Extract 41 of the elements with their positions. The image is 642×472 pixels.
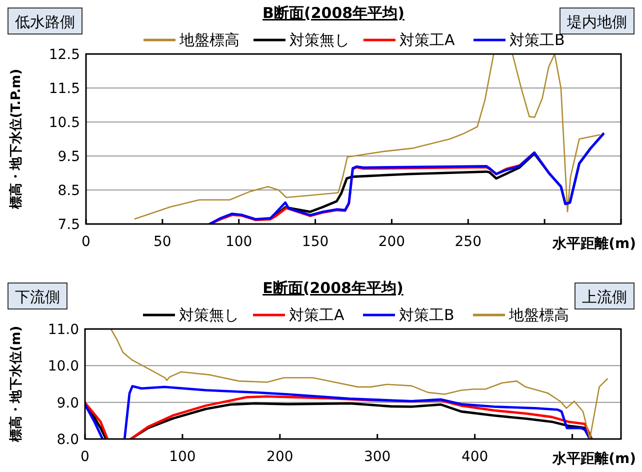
y-tick-label: 12.5	[48, 47, 80, 63]
legend-label: 対策工A	[400, 31, 456, 49]
y-axis-title: 標高・地下水位(T.P.m)	[8, 68, 24, 210]
legend-label: 対策工B	[399, 306, 454, 324]
y-tick-label: 11.5	[48, 81, 80, 97]
legend-label: 地盤標高	[508, 306, 569, 324]
x-tick-label: 200	[378, 234, 406, 250]
x-axis-title: 水平距離(m)	[552, 236, 636, 252]
legend-label: 対策無し	[290, 31, 350, 49]
x-tick-label: 0	[82, 234, 90, 250]
x-tick-label: 250	[454, 234, 482, 250]
y-tick-label: 7.5	[58, 217, 80, 233]
text: 上流側	[582, 288, 627, 306]
y-tick-label: 8.0	[56, 432, 79, 448]
x-tick-label: 50	[154, 234, 172, 250]
text: 下流側	[15, 288, 60, 306]
y-tick-label: 10.0	[48, 358, 79, 375]
x-tick-label: 100	[225, 234, 252, 250]
x-tick-label: 100	[169, 449, 196, 465]
chart-title: E断面(2008年平均)	[262, 279, 404, 297]
x-tick-label: 0	[80, 449, 90, 465]
chart-title: B断面(2008年平均)	[262, 4, 404, 22]
text: 低水路側	[15, 13, 75, 31]
y-axis-title: 標高・地下水位(m)	[8, 326, 24, 444]
y-tick-label: 10.5	[48, 115, 80, 131]
text: 堤内地側	[566, 13, 627, 31]
y-tick-label: 9.0	[56, 395, 79, 412]
x-tick-label: 400	[461, 449, 488, 465]
line-series	[110, 329, 608, 439]
y-tick-label: 8.5	[58, 183, 80, 199]
x-tick-label: 300	[364, 449, 391, 465]
line-series	[134, 54, 600, 220]
legend-label: 対策無し	[179, 306, 239, 324]
legend-label: 対策工A	[289, 306, 345, 324]
x-axis-title: 水平距離(m)	[552, 451, 636, 467]
y-tick-label: 11.0	[48, 322, 79, 338]
x-tick-label: 200	[266, 449, 294, 465]
y-tick-label: 9.5	[58, 149, 80, 165]
legend-label: 地盤標高	[178, 31, 240, 49]
x-tick-label: 150	[302, 234, 329, 250]
legend-label: 対策工B	[510, 31, 565, 49]
